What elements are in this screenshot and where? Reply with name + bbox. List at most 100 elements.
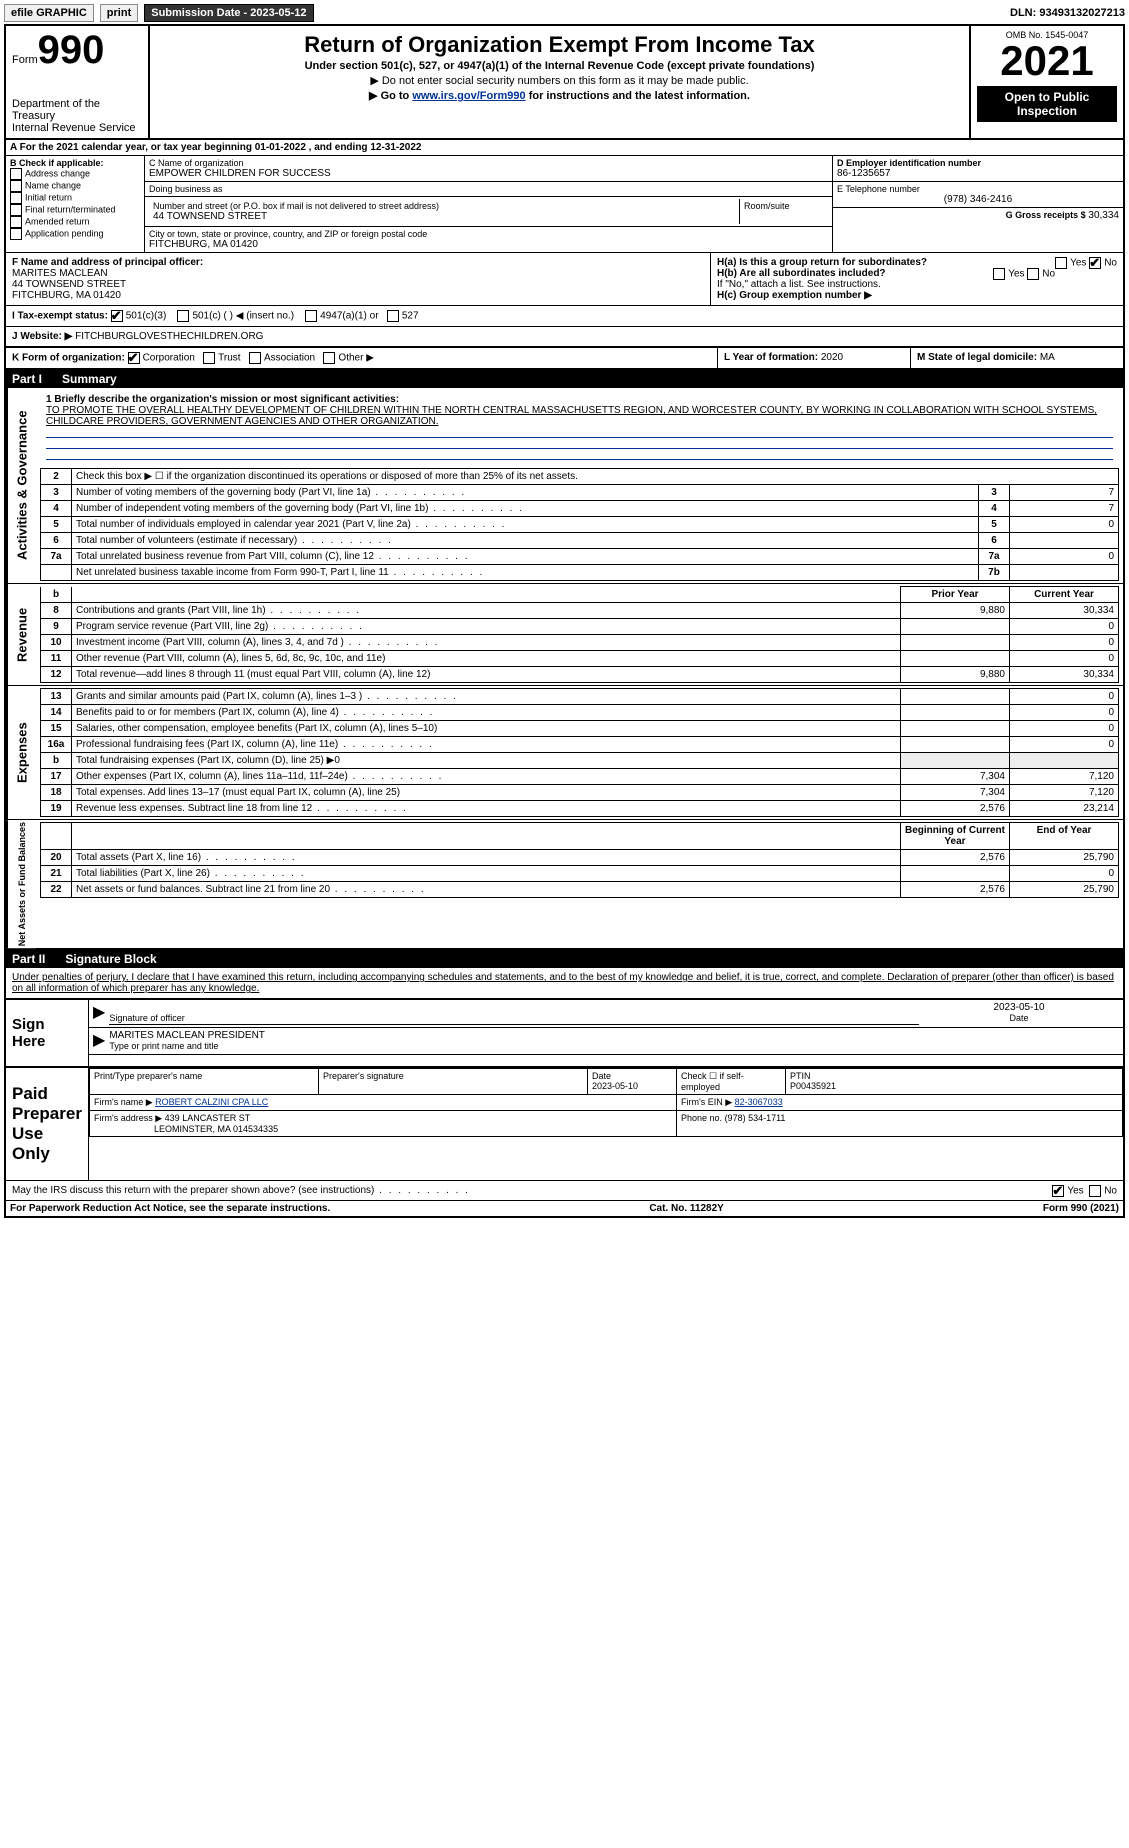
firm-addr: 439 LANCASTER ST xyxy=(165,1113,251,1123)
initial-return-label: Initial return xyxy=(25,192,72,202)
line-a: A For the 2021 calendar year, or tax yea… xyxy=(6,140,1123,156)
addr-change-label: Address change xyxy=(25,168,90,178)
gross-receipts-value: 30,334 xyxy=(1088,210,1119,221)
row3-label: Number of voting members of the governin… xyxy=(72,485,979,501)
goto-post: for instructions and the latest informat… xyxy=(526,90,750,102)
section-k-label: K Form of organization: xyxy=(12,353,125,364)
row5-label: Total number of individuals employed in … xyxy=(72,517,979,533)
firm-addr-label: Firm's address ▶ xyxy=(94,1113,162,1123)
row4-val: 7 xyxy=(1010,501,1119,517)
4947-checkbox[interactable] xyxy=(305,310,317,322)
row21-begin xyxy=(901,866,1010,882)
discuss-no-checkbox[interactable] xyxy=(1089,1185,1101,1197)
hb-label: H(b) Are all subordinates included? xyxy=(717,268,886,279)
paid-prep-label: Paid Preparer Use Only xyxy=(6,1068,89,1180)
form-number: 990 xyxy=(38,28,105,72)
row21-label: Total liabilities (Part X, line 26) xyxy=(72,866,901,882)
sign-here-section: Sign Here ▶ Signature of officer 2023-05… xyxy=(6,998,1123,1066)
form-subtitle: Under section 501(c), 527, or 4947(a)(1)… xyxy=(156,60,963,72)
hb-yes-checkbox[interactable] xyxy=(993,268,1005,280)
row20-end: 25,790 xyxy=(1010,850,1119,866)
col-current: Current Year xyxy=(1010,587,1119,603)
final-return-checkbox[interactable] xyxy=(10,204,22,216)
ha-yes: Yes xyxy=(1070,258,1086,269)
row2-label: Check this box ▶ ☐ if the organization d… xyxy=(72,469,1119,485)
527-checkbox[interactable] xyxy=(387,310,399,322)
other-checkbox[interactable] xyxy=(323,352,335,364)
501c-checkbox[interactable] xyxy=(177,310,189,322)
prep-date-label: Date xyxy=(592,1071,611,1081)
website-row: J Website: ▶ FITCHBURGLOVESTHECHILDREN.O… xyxy=(6,327,1123,348)
row13-prior xyxy=(901,689,1010,705)
irs-link[interactable]: www.irs.gov/Form990 xyxy=(412,90,525,102)
row7a-val: 0 xyxy=(1010,549,1119,565)
discuss-yes-checkbox[interactable] xyxy=(1052,1185,1064,1197)
section-i-label: I Tax-exempt status: xyxy=(12,311,108,322)
row16a-prior xyxy=(901,737,1010,753)
row20-label: Total assets (Part X, line 16) xyxy=(72,850,901,866)
trust-checkbox[interactable] xyxy=(203,352,215,364)
row7b-label: Net unrelated business taxable income fr… xyxy=(72,565,979,581)
row8-label: Contributions and grants (Part VIII, lin… xyxy=(72,603,901,619)
col-end: End of Year xyxy=(1010,823,1119,850)
arrow-icon: ▶ xyxy=(93,1002,105,1025)
sig-date-label: Date xyxy=(1009,1013,1028,1023)
preparer-table: Print/Type preparer's name Preparer's si… xyxy=(89,1068,1123,1137)
row9-prior xyxy=(901,619,1010,635)
city-label: City or town, state or province, country… xyxy=(149,229,828,239)
officer-name: MARITES MACLEAN xyxy=(12,268,704,279)
top-bar: efile GRAPHIC print Submission Date - 20… xyxy=(4,4,1125,22)
row6-val xyxy=(1010,533,1119,549)
initial-return-checkbox[interactable] xyxy=(10,192,22,204)
app-pending-label: Application pending xyxy=(25,228,104,238)
row18-prior: 7,304 xyxy=(901,785,1010,801)
row14-prior xyxy=(901,705,1010,721)
efile-label: efile GRAPHIC xyxy=(4,4,94,22)
hb-yes: Yes xyxy=(1008,269,1024,280)
501c3-checkbox[interactable] xyxy=(111,310,123,322)
section-b-title: B Check if applicable: xyxy=(10,158,140,168)
row5-val: 0 xyxy=(1010,517,1119,533)
exp-section-label: Expenses xyxy=(6,686,36,819)
firm-name-label: Firm's name ▶ xyxy=(94,1097,153,1107)
ha-yes-checkbox[interactable] xyxy=(1055,257,1067,269)
assoc-checkbox[interactable] xyxy=(249,352,261,364)
hb-no-checkbox[interactable] xyxy=(1027,268,1039,280)
ha-no-checkbox[interactable] xyxy=(1089,257,1101,269)
dln: DLN: 93493132027213 xyxy=(1010,7,1125,19)
phone-value: (978) 346-2416 xyxy=(837,194,1119,205)
row20-begin: 2,576 xyxy=(901,850,1010,866)
goto-pre: ▶ Go to xyxy=(369,90,412,102)
addr-change-checkbox[interactable] xyxy=(10,168,22,180)
paperwork-notice: For Paperwork Reduction Act Notice, see … xyxy=(10,1203,330,1214)
row10-curr: 0 xyxy=(1010,635,1119,651)
part2-title: Part II xyxy=(12,952,45,966)
col-prior: Prior Year xyxy=(901,587,1010,603)
firm-name[interactable]: ROBERT CALZINI CPA LLC xyxy=(155,1097,268,1107)
name-change-checkbox[interactable] xyxy=(10,180,22,192)
row17-prior: 7,304 xyxy=(901,769,1010,785)
print-button[interactable]: print xyxy=(100,4,138,22)
row16b-label: Total fundraising expenses (Part IX, col… xyxy=(72,753,901,769)
street-value: 44 TOWNSEND STREET xyxy=(153,211,735,222)
final-return-label: Final return/terminated xyxy=(25,204,116,214)
amended-checkbox[interactable] xyxy=(10,216,22,228)
app-pending-checkbox[interactable] xyxy=(10,228,22,240)
hc-label: H(c) Group exemption number ▶ xyxy=(717,290,1117,301)
city-value: FITCHBURG, MA 01420 xyxy=(149,239,828,250)
row7b-val xyxy=(1010,565,1119,581)
4947-label: 4947(a)(1) or xyxy=(320,311,378,322)
ssn-note: ▶ Do not enter social security numbers o… xyxy=(156,74,963,87)
ptin-label: PTIN xyxy=(790,1071,811,1081)
tax-year: 2021 xyxy=(977,40,1117,82)
state-domicile: MA xyxy=(1040,352,1055,363)
row8-prior: 9,880 xyxy=(901,603,1010,619)
corp-checkbox[interactable] xyxy=(128,352,140,364)
address-block: B Check if applicable: Address change Na… xyxy=(6,156,1123,253)
row13-label: Grants and similar amounts paid (Part IX… xyxy=(72,689,901,705)
revenue-table: bPrior YearCurrent Year 8Contributions a… xyxy=(40,586,1119,683)
row22-label: Net assets or fund balances. Subtract li… xyxy=(72,882,901,898)
governance-table: 2Check this box ▶ ☐ if the organization … xyxy=(40,468,1119,581)
row13-curr: 0 xyxy=(1010,689,1119,705)
row3-val: 7 xyxy=(1010,485,1119,501)
